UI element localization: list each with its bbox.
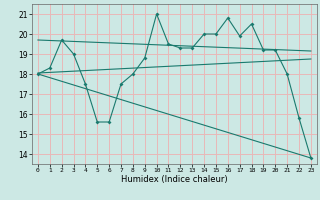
X-axis label: Humidex (Indice chaleur): Humidex (Indice chaleur) — [121, 175, 228, 184]
